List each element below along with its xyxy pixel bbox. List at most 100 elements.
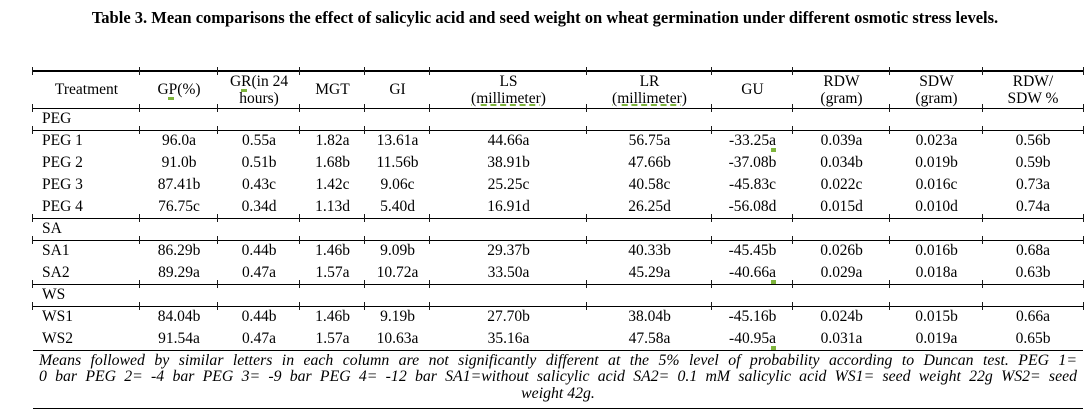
col-header-gr: GR(in 24 hours) <box>217 66 300 108</box>
empty-cell <box>586 213 712 240</box>
treatment-cell: WS2 <box>42 329 73 347</box>
value-cell: 76.75c <box>158 197 200 215</box>
value-cell: 0.023a <box>889 125 983 152</box>
value-cell: 38.04b <box>586 301 712 328</box>
table-footnote-section: Means followed by similar letters in eac… <box>33 350 1083 408</box>
value-cell: 91.54a <box>158 329 200 347</box>
value-cell: 0.55a <box>217 125 300 152</box>
value-cell: 33.50a <box>487 263 530 281</box>
empty-cell <box>364 213 430 240</box>
value-cell: 0.019b <box>915 154 958 171</box>
value-cell: 9.19b <box>364 301 430 328</box>
data-table: Treatment GP(%) GR(in 24 hours) MGT GI LS… <box>32 66 1084 409</box>
value-cell: 0.66a <box>982 301 1084 328</box>
value-cell: 0.019a <box>915 329 958 347</box>
value-cell: 87.41b <box>157 176 201 193</box>
section-label: PEG <box>32 103 140 130</box>
col-header-label: GP(%) <box>157 81 201 101</box>
treatment-cell: PEG 4 <box>42 197 83 215</box>
value-cell: 0.74a <box>1015 197 1050 215</box>
table-row-ws2: WS2 91.54a 0.47a 1.57a 10.63a 35.16a 47.58a -40… <box>33 328 1083 350</box>
value-cell: 1.46b <box>299 301 365 328</box>
empty-cell <box>711 213 793 240</box>
value-cell: 0.039a <box>792 125 890 152</box>
empty-cell <box>586 103 712 130</box>
value-cell: -40.66a <box>712 262 793 284</box>
treatment-cell: PEG 3 <box>42 176 83 193</box>
empty-cell <box>711 103 793 130</box>
table-row-peg-1: PEG 1 96.0a 0.55a 1.82a 13.61a 44.66a 56.75a -3… <box>32 125 1084 153</box>
value-cell: 1.13d <box>315 197 350 215</box>
value-cell: 0.016c <box>915 176 958 193</box>
value-cell: 1.57a <box>315 329 350 347</box>
col-header-label: LS <box>499 72 518 90</box>
value-cell: 47.66b <box>628 154 671 171</box>
empty-cell <box>889 279 983 306</box>
value-cell: 35.16a <box>487 329 530 347</box>
empty-cell <box>982 213 1084 240</box>
value-cell: 40.58c <box>628 176 671 193</box>
col-header-sublabel: SDW % <box>1007 89 1059 107</box>
value-cell: -45.16b <box>711 301 793 328</box>
col-header-label: GI <box>389 81 406 99</box>
spellcheck-marked-value: -33.25a <box>729 132 776 153</box>
empty-cell <box>586 279 712 306</box>
value-cell: 0.024b <box>792 301 890 328</box>
value-cell: 5.40d <box>380 197 415 215</box>
empty-cell <box>217 103 300 130</box>
value-cell: 0.022c <box>820 176 863 193</box>
value-cell: 0.010d <box>915 197 958 215</box>
col-header-sdw: SDW (gram) <box>889 66 983 108</box>
value-cell: -45.45b <box>711 235 793 262</box>
footnote-cell: Means followed by similar letters in eac… <box>33 350 1083 408</box>
value-cell: 0.43c <box>241 176 276 193</box>
table-row-peg-4: PEG 4 76.75c 0.34d 1.13d 5.40d 16.91d 26.25d -5… <box>33 196 1083 218</box>
section-row-peg: PEG <box>32 103 1084 130</box>
value-cell: 0.47a <box>241 329 276 347</box>
value-cell: -37.08b <box>728 154 777 171</box>
value-cell: 40.33b <box>586 235 712 262</box>
empty-cell <box>139 279 218 306</box>
col-header-sublabel: (gram) <box>915 89 958 107</box>
value-cell: 9.06c <box>380 176 415 193</box>
col-header-label: RDW <box>823 72 860 90</box>
col-header-sublabel: (millimeter) <box>471 89 546 107</box>
section-row-ws: WS <box>32 279 1084 306</box>
footnote-line: 0 bar PEG 2= -4 bar PEG 3= -9 bar PEG 4=… <box>39 368 1077 386</box>
col-header-label: LR <box>639 72 660 90</box>
value-cell: 0.026b <box>792 235 890 262</box>
header-row: Treatment GP(%) GR(in 24 hours) MGT GI LS… <box>32 66 1084 108</box>
col-header-label: RDW/ <box>1012 72 1054 90</box>
value-cell: 16.91d <box>487 197 530 215</box>
footnote-line: weight 42g. <box>521 385 595 403</box>
table-row-sa1: SA1 86.29b 0.44b 1.46b 9.09b 29.37b 40.33b -45.… <box>32 235 1084 262</box>
section-row-sa: SA <box>32 213 1084 240</box>
col-header-mgt: MGT <box>299 66 365 108</box>
value-cell: 11.56b <box>376 154 419 171</box>
table-caption: Table 3. Mean comparisons the effect of … <box>91 8 999 27</box>
value-cell: 0.029a <box>820 263 863 281</box>
treatment-cell: SA2 <box>42 263 70 281</box>
value-cell: 0.63b <box>1015 263 1051 281</box>
value-cell: 0.65b <box>1015 329 1051 347</box>
empty-cell <box>982 279 1084 306</box>
value-cell: 1.42c <box>315 176 350 193</box>
empty-cell <box>364 279 430 306</box>
value-cell: 1.57a <box>315 263 350 281</box>
value-cell: 1.68b <box>315 154 350 171</box>
value-cell: 91.0b <box>161 154 197 171</box>
value-cell: 13.61a <box>364 125 430 152</box>
section-label: WS <box>32 279 140 306</box>
value-cell: 10.63a <box>376 329 419 347</box>
col-header-gu: GU <box>711 66 793 108</box>
value-cell: 0.015d <box>820 197 863 215</box>
empty-cell <box>711 279 793 306</box>
value-cell: 25.25c <box>487 176 530 193</box>
table-row-peg-2: PEG 2 91.0b 0.51b 1.68b 11.56b 38.91b 47.66b -3… <box>33 152 1083 174</box>
footnote-line: Means followed by similar letters in eac… <box>39 351 1077 369</box>
col-header-lr: LR (millimeter) <box>586 66 712 108</box>
empty-cell <box>429 279 587 306</box>
value-cell: 1.46b <box>299 235 365 262</box>
value-cell: 89.29a <box>158 263 200 281</box>
